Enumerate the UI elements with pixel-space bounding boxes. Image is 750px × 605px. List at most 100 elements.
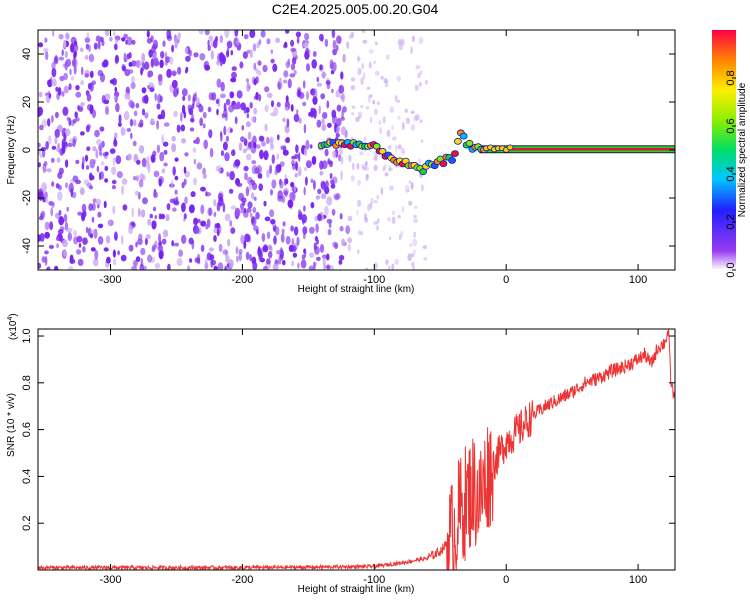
sparse-noise-mark xyxy=(386,129,391,138)
signal-mark xyxy=(506,144,514,151)
signal-mark xyxy=(451,150,459,158)
noise-mark xyxy=(247,131,252,140)
noise-mark xyxy=(242,200,246,206)
sparse-noise-mark xyxy=(373,60,376,64)
noise-mark xyxy=(258,39,262,45)
noise-mark xyxy=(213,211,217,217)
noise-mark xyxy=(112,259,117,266)
noise-mark xyxy=(294,153,299,160)
noise-mark xyxy=(319,171,324,176)
noise-mark xyxy=(270,219,276,225)
noise-mark xyxy=(126,53,131,60)
noise-mark xyxy=(305,176,308,186)
noise-mark xyxy=(339,225,344,232)
noise-mark xyxy=(245,146,250,151)
noise-mark xyxy=(167,263,171,270)
signal-track xyxy=(317,129,514,176)
noise-mark xyxy=(180,112,183,122)
noise-mark xyxy=(302,80,306,89)
noise-mark xyxy=(129,118,134,127)
noise-mark xyxy=(156,144,161,154)
snr-ylabel: SNR (10 * v/v) xyxy=(6,393,17,457)
noise-mark xyxy=(256,164,263,174)
noise-mark xyxy=(128,69,134,74)
noise-mark xyxy=(336,117,342,127)
noise-mark xyxy=(94,129,100,138)
noise-mark xyxy=(296,36,300,44)
noise-mark xyxy=(115,102,120,113)
sparse-noise-mark xyxy=(410,182,414,190)
noise-mark xyxy=(303,205,306,212)
noise-mark xyxy=(264,216,271,222)
noise-mark xyxy=(305,160,312,169)
noise-mark xyxy=(77,258,84,266)
noise-mark xyxy=(197,218,201,223)
noise-mark xyxy=(127,92,131,101)
noise-mark xyxy=(80,102,85,107)
noise-mark xyxy=(141,61,145,72)
sparse-noise-mark xyxy=(347,237,353,244)
signal-mark xyxy=(453,137,462,145)
noise-mark xyxy=(263,265,268,270)
noise-mark xyxy=(104,178,108,183)
noise-mark xyxy=(184,196,188,205)
noise-mark xyxy=(166,35,173,41)
noise-mark xyxy=(88,203,94,212)
noise-mark xyxy=(86,146,91,151)
noise-mark xyxy=(239,61,244,69)
noise-mark xyxy=(153,191,159,199)
noise-mark xyxy=(173,200,180,206)
y-tick-label: 0.6 xyxy=(21,422,33,437)
noise-mark xyxy=(187,94,191,102)
noise-mark xyxy=(171,143,177,153)
noise-mark xyxy=(206,252,212,261)
noise-mark xyxy=(231,66,237,71)
noise-mark xyxy=(91,80,97,85)
noise-mark xyxy=(55,86,59,92)
noise-mark xyxy=(326,264,331,270)
noise-mark xyxy=(319,64,323,71)
noise-mark xyxy=(300,259,307,269)
noise-mark xyxy=(70,43,75,53)
sparse-noise-mark xyxy=(366,173,370,179)
noise-mark xyxy=(104,93,111,101)
noise-mark xyxy=(68,83,72,91)
noise-mark xyxy=(162,40,166,47)
noise-mark xyxy=(48,93,52,99)
noise-mark xyxy=(200,186,206,192)
noise-mark xyxy=(338,84,345,94)
noise-mark xyxy=(113,43,118,51)
noise-mark xyxy=(80,131,85,136)
noise-mark xyxy=(76,235,83,243)
noise-mark xyxy=(220,132,223,142)
noise-mark xyxy=(332,241,338,248)
sparse-noise-mark xyxy=(361,30,366,34)
noise-mark xyxy=(149,213,153,219)
sparse-noise-mark xyxy=(405,117,411,125)
sparse-noise-mark xyxy=(370,116,373,124)
noise-mark xyxy=(321,71,327,78)
noise-mark xyxy=(293,113,300,123)
y-tick-label: 20 xyxy=(21,96,33,108)
noise-mark xyxy=(234,159,241,167)
signal-mark xyxy=(448,156,457,164)
noise-mark xyxy=(148,49,153,58)
sparse-noise-mark xyxy=(410,110,415,115)
noise-mark xyxy=(51,78,57,87)
noise-mark xyxy=(54,111,59,119)
noise-mark xyxy=(248,181,252,191)
noise-mark xyxy=(270,100,275,108)
noise-mark xyxy=(106,256,111,264)
noise-mark xyxy=(44,250,49,255)
noise-mark xyxy=(222,141,228,151)
noise-mark xyxy=(131,39,136,45)
noise-mark xyxy=(207,207,213,217)
sparse-noise-mark xyxy=(412,238,418,247)
noise-mark xyxy=(111,77,118,86)
noise-mark xyxy=(104,165,109,172)
noise-mark xyxy=(219,35,223,43)
noise-mark xyxy=(303,248,306,254)
noise-mark xyxy=(208,35,213,43)
noise-mark xyxy=(99,150,102,157)
noise-mark xyxy=(113,139,118,147)
